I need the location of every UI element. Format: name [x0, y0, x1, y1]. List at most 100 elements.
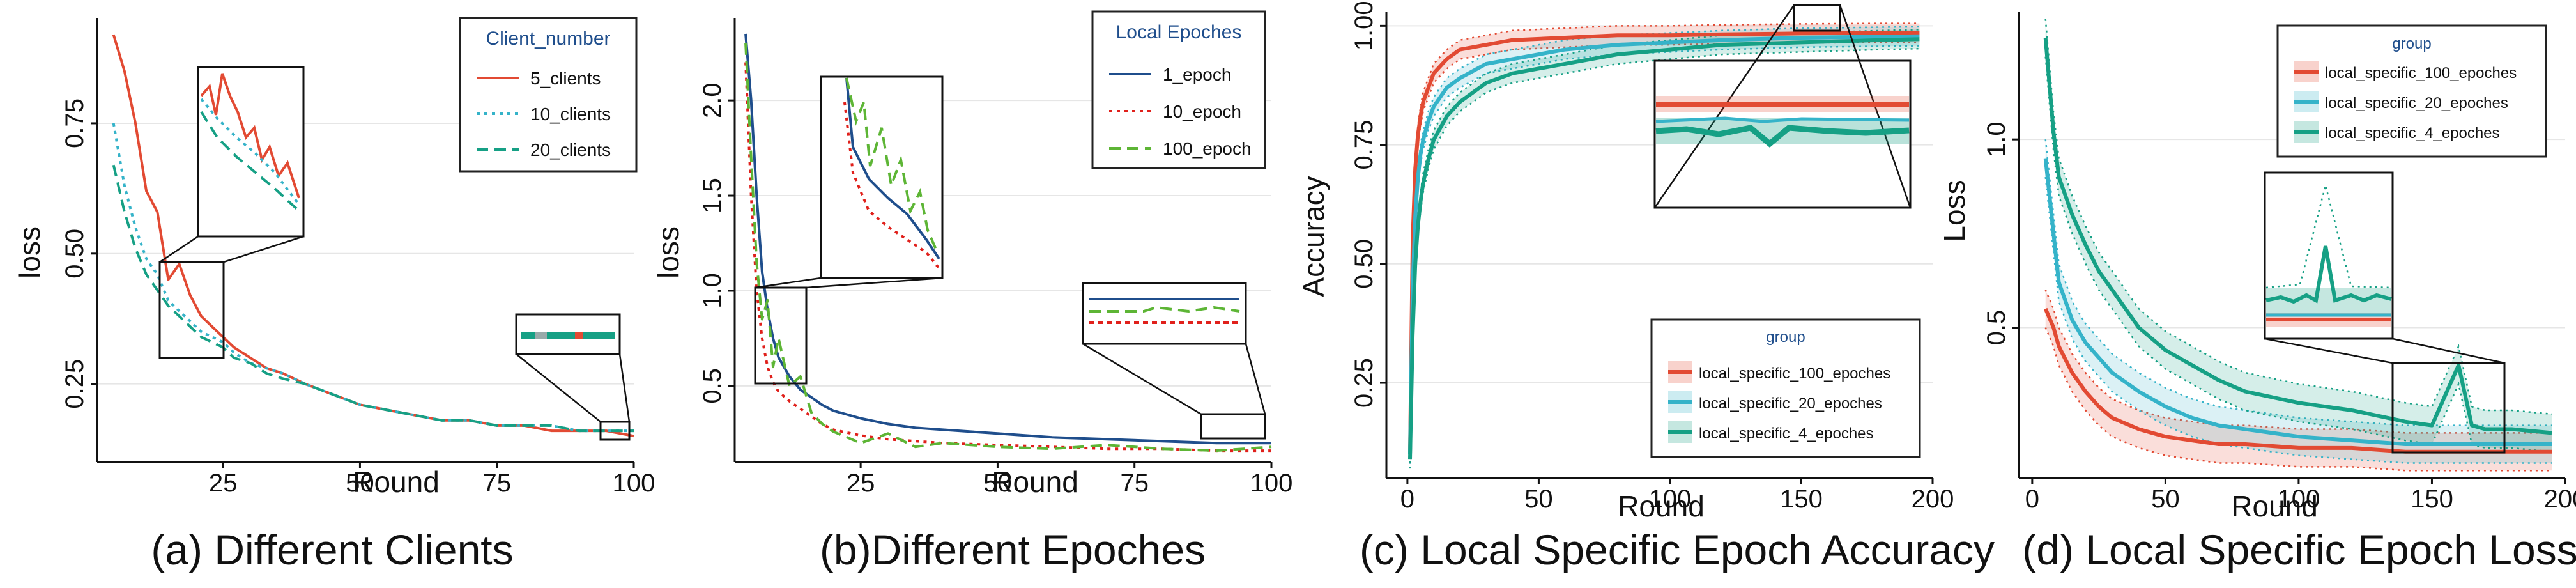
zoom-connector: [516, 353, 601, 422]
zoom-connector: [806, 277, 943, 289]
caption: (c) Local Specific Epoch Accuracy: [1360, 526, 1995, 573]
x-tick-label: 75: [1120, 469, 1149, 497]
tick-labels: 25 50 75 100 0.25 0.50 0.75: [61, 98, 655, 497]
legend-label: 10_clients: [530, 104, 611, 124]
y-tick-label: 0.50: [1350, 239, 1378, 289]
x-tick-label: 0: [1400, 485, 1414, 513]
x-axis-label: Round: [2231, 490, 2318, 523]
zoom-connector: [1082, 343, 1202, 415]
axes: [728, 18, 1273, 468]
legend-title: Client_number: [486, 28, 610, 49]
zoom-inset: [158, 66, 305, 359]
band-upper-line: [2044, 290, 2552, 434]
zoom-source-box: [158, 261, 225, 359]
legend-label: 1_epoch: [1163, 65, 1231, 84]
series-lines: [112, 34, 634, 438]
zoom-source-box: [1200, 413, 1266, 440]
confidence-band: [1409, 26, 1920, 464]
y-tick-label: 1.00: [1350, 1, 1378, 50]
y-axis-label: Accuracy: [1297, 176, 1330, 297]
legend-box: [2276, 24, 2547, 158]
y-axis-label: loss: [13, 226, 46, 279]
zoom-connector: [2264, 337, 2393, 364]
x-tick-label: 25: [847, 469, 875, 497]
series-line-3: [2043, 37, 2552, 435]
zoom-band: [2266, 288, 2391, 314]
legend-title: Local Epoches: [1116, 22, 1242, 43]
zoom-band: [535, 332, 547, 339]
zoom-connector: [755, 277, 822, 289]
x-tick-label: 200: [1912, 485, 1954, 513]
x-tick-label: 50: [1524, 485, 1553, 513]
zoom-source-box: [1793, 4, 1841, 32]
axes: [2012, 12, 2566, 484]
series-line-3: [1408, 37, 1920, 460]
legend-title: group: [2392, 35, 2431, 52]
zoom-inset: [2264, 171, 2506, 454]
legend-label: local_specific_20_epoches: [1699, 395, 1882, 412]
band-lower-line: [2044, 56, 2552, 453]
x-tick-label: 100: [2278, 485, 2320, 513]
series-lines: [744, 33, 1272, 453]
x-tick-label: 0: [2025, 485, 2039, 513]
x-tick-label: 100: [1250, 469, 1293, 497]
x-axis-label: Round: [353, 465, 440, 499]
series-line-2: [2043, 158, 2552, 446]
legend-label: local_specific_100_epoches: [2325, 65, 2517, 82]
y-tick-label: 0.75: [61, 98, 89, 148]
legend-label: local_specific_20_epoches: [2325, 95, 2508, 112]
caption: (d) Local Specific Epoch Loss: [2022, 526, 2576, 573]
legend: Client_number 5_clients 10_clients 20_clie…: [459, 17, 638, 173]
legend-label: local_specific_100_epoches: [1699, 365, 1890, 382]
x-tick-label: 50: [346, 469, 374, 497]
axes: [1380, 12, 1934, 484]
series-line-1: [1408, 31, 1920, 454]
panel-b: 25 50 75 100 0.5 1.0 1.5 2.0 Round loss Local E…: [652, 10, 1292, 573]
x-tick-label: 75: [482, 469, 511, 497]
legend-label: local_specific_4_epoches: [2325, 125, 2500, 142]
series-line-2: [1408, 34, 1920, 454]
series-line-1: [744, 33, 1271, 445]
y-tick-label: 0.5: [698, 368, 726, 404]
zoom-inset: [754, 75, 944, 385]
zoom-series-line: [845, 77, 940, 260]
zoom-series-line: [1655, 116, 1910, 123]
zoom-series-line: [2266, 185, 2392, 289]
y-tick-label: 0.5: [1982, 310, 2011, 346]
y-tick-label: 1.0: [698, 273, 726, 309]
zoom-inset: [515, 313, 631, 441]
legend: group local_specific_100_epoches local_sp…: [1650, 318, 1921, 458]
zoom-series-line: [1089, 306, 1240, 313]
panel-d: 0 50 100 150 200 0.5 1.0 Round Loss group loca…: [1938, 12, 2576, 573]
caption: (b)Different Epoches: [820, 526, 1206, 573]
band-upper-line: [2044, 139, 2552, 426]
zoom-series-line: [2266, 245, 2392, 304]
x-tick-label: 25: [209, 469, 238, 497]
y-tick-label: 2.0: [698, 82, 726, 118]
legend-box: [1650, 318, 1921, 458]
band-upper-line: [2044, 19, 2552, 415]
y-axis-label: loss: [652, 226, 685, 279]
zoom-series-line: [200, 111, 300, 212]
tick-labels: 0 50 100 150 200 0.5 1.0: [1982, 121, 2576, 513]
legend-title: group: [1766, 329, 1805, 346]
zoom-insets: [158, 66, 631, 441]
y-axis-label: Loss: [1938, 180, 1971, 242]
x-tick-label: 50: [2151, 485, 2180, 513]
legend-box: [1091, 10, 1266, 169]
tick-labels: 25 50 75 100 0.5 1.0 1.5 2.0: [698, 82, 1292, 497]
series-lines: [1408, 22, 1920, 469]
confidence-band: [2045, 290, 2552, 471]
band-lower-line: [1409, 47, 1920, 469]
zoom-series-line: [845, 77, 937, 250]
legend-label: local_specific_4_epoches: [1699, 425, 1874, 442]
zoom-target-box: [197, 66, 305, 238]
zoom-target-box: [1082, 282, 1247, 345]
series-line-3: [744, 43, 1272, 453]
y-tick-label: 1.0: [1982, 121, 2011, 157]
zoom-insets: [754, 75, 1266, 440]
zoom-connector: [618, 353, 631, 422]
x-tick-label: 50: [983, 469, 1012, 497]
y-tick-label: 0.50: [61, 229, 89, 279]
